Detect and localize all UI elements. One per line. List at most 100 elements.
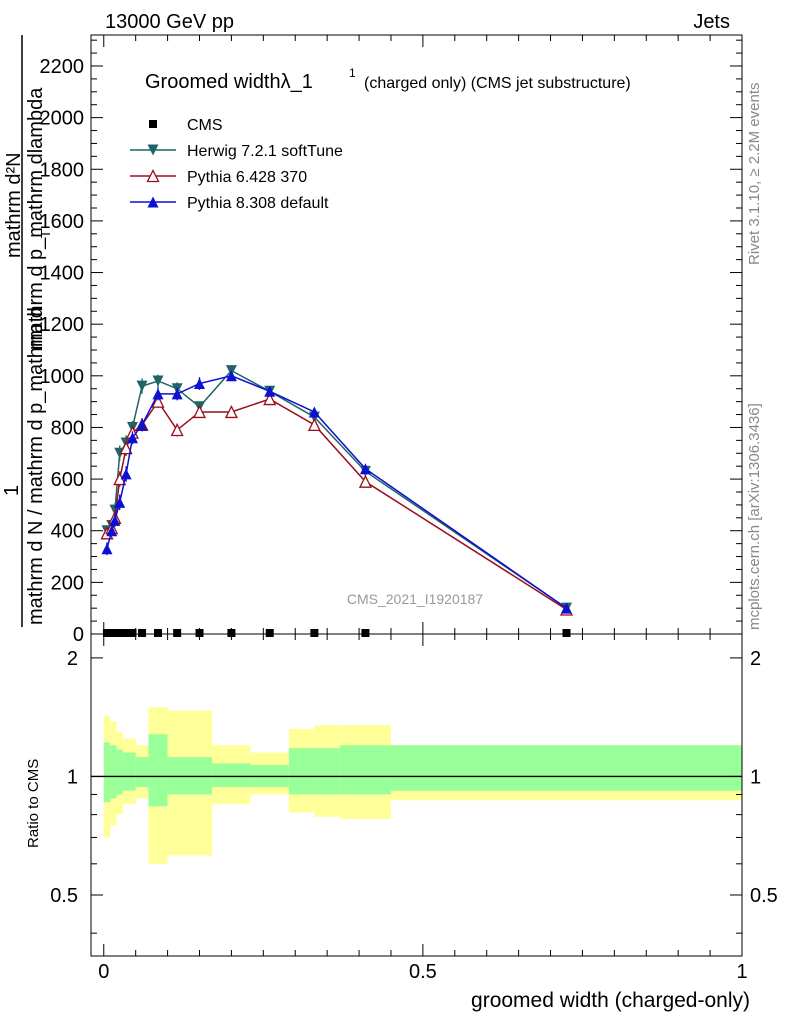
series-1 xyxy=(101,365,572,614)
data-point xyxy=(358,474,372,488)
axes: 0200400600800100012001400160018002000220… xyxy=(40,35,778,983)
ratio-band-green xyxy=(110,745,117,799)
ratio-band-green xyxy=(116,749,123,795)
data-point xyxy=(109,514,121,526)
ratio-frame xyxy=(90,633,743,957)
data-point xyxy=(152,375,164,387)
data-point xyxy=(192,405,207,419)
ratio-band-green xyxy=(212,763,251,788)
y-tick-label: 0 xyxy=(73,624,84,646)
data-point xyxy=(265,629,274,637)
main-plot-area xyxy=(100,365,574,637)
data-point xyxy=(136,419,148,431)
series-0 xyxy=(102,629,571,637)
ratio-band-green xyxy=(103,742,111,803)
data-point xyxy=(359,463,371,475)
data-point xyxy=(224,405,238,419)
ylabel-numerator-2: mathrm d p_mathrm dlambda xyxy=(25,87,47,350)
data-point xyxy=(225,370,237,382)
data-point xyxy=(562,629,571,637)
x-tick-label: 0 xyxy=(98,961,109,983)
title-main: Groomed widthλ_1 xyxy=(145,71,313,93)
data-point xyxy=(106,525,118,537)
data-point xyxy=(114,496,126,508)
legend-marker xyxy=(147,196,159,208)
y-tick-label: 200 xyxy=(51,572,84,594)
title-sup: 1 xyxy=(349,66,356,80)
y-tick-label: 600 xyxy=(51,469,84,491)
plot-title: Groomed widthλ_1 1 (charged only) (CMS j… xyxy=(145,66,631,93)
data-point xyxy=(308,406,320,418)
ylabel-numerator-sub: T xyxy=(38,230,53,238)
y-tick-label: 1400 xyxy=(40,263,85,285)
legend-entry: Herwig 7.2.1 softTune xyxy=(130,143,343,160)
ratio-tick-label: 0.5 xyxy=(750,885,778,907)
legend: CMS Herwig 7.2.1 softTune Pythia 6.428 370… xyxy=(130,117,343,212)
y-tick-label: 800 xyxy=(51,417,84,439)
ratio-band-green xyxy=(288,748,315,795)
ratio-band-green xyxy=(339,745,391,795)
data-point xyxy=(361,629,370,637)
data-point xyxy=(126,432,138,444)
ratio-plot-area xyxy=(91,707,742,864)
series-line xyxy=(106,375,567,609)
series-3 xyxy=(101,370,572,614)
ratio-tick-label: 2 xyxy=(67,648,78,670)
legend-marker xyxy=(146,169,160,183)
ratio-tick-label: 1 xyxy=(67,766,78,788)
data-point xyxy=(120,468,132,480)
data-point xyxy=(152,388,164,400)
y-tick-label: 1200 xyxy=(40,314,85,336)
ratio-band-green xyxy=(314,748,340,795)
data-point xyxy=(102,629,111,637)
legend-marker xyxy=(147,144,159,156)
y-tick-label: 2200 xyxy=(40,56,85,78)
data-point xyxy=(173,629,182,637)
ratio-tick-label: 1 xyxy=(750,766,761,788)
analysis-watermark: CMS_2021_I1920187 xyxy=(347,591,483,607)
data-point xyxy=(136,380,148,392)
data-point xyxy=(128,629,137,637)
y-tick-label: 1600 xyxy=(40,211,85,233)
legend-entry: Pythia 6.428 370 xyxy=(130,169,307,186)
legend-label: Pythia 6.428 370 xyxy=(187,169,307,186)
ratio-tick-label: 2 xyxy=(750,648,761,670)
data-point xyxy=(138,629,147,637)
data-point xyxy=(110,629,119,637)
data-point xyxy=(151,394,165,408)
y-tick-label: 400 xyxy=(51,521,84,543)
ratio-ylabel: Ratio to CMS xyxy=(25,759,42,848)
data-point xyxy=(171,388,183,400)
ratio-tick-label: 0.5 xyxy=(50,885,78,907)
ratio-band-green xyxy=(148,734,168,807)
ratio-band-green xyxy=(390,745,742,791)
data-point xyxy=(263,392,277,406)
legend-entry: CMS xyxy=(149,117,223,134)
data-point xyxy=(115,629,124,637)
rivet-label: Rivet 3.1.10, ≥ 2.2M events xyxy=(746,83,763,266)
data-point xyxy=(264,385,276,397)
ylabel-denominator-sub: T xyxy=(38,326,53,334)
series-2 xyxy=(100,392,574,616)
ratio-band-green xyxy=(167,757,213,795)
x-tick-label: 1 xyxy=(736,961,747,983)
data-point xyxy=(119,441,133,455)
data-point xyxy=(310,629,319,637)
data-point xyxy=(307,417,321,432)
y-tick-label: 1000 xyxy=(40,366,85,388)
legend-label: CMS xyxy=(187,117,223,134)
main-ylabel: mathrm d²N mathrm d p_mathrm dlambda T 1… xyxy=(1,35,53,627)
series-line xyxy=(106,369,567,609)
header-process: Jets xyxy=(693,11,730,33)
ylabel-denominator: mathrm d N / mathrm d p_mathrm d xyxy=(25,307,47,625)
header-energy: 13000 GeV pp xyxy=(105,11,234,33)
legend-label: Herwig 7.2.1 softTune xyxy=(187,143,343,160)
title-rest: (charged only) (CMS jet substructure) xyxy=(364,75,631,92)
y-tick-label: 1800 xyxy=(40,159,85,181)
ylabel-one: 1 xyxy=(1,485,23,496)
ratio-band-green xyxy=(135,757,149,788)
data-point xyxy=(170,423,184,437)
legend-entry: Pythia 8.308 default xyxy=(130,195,329,212)
data-point xyxy=(122,629,131,637)
